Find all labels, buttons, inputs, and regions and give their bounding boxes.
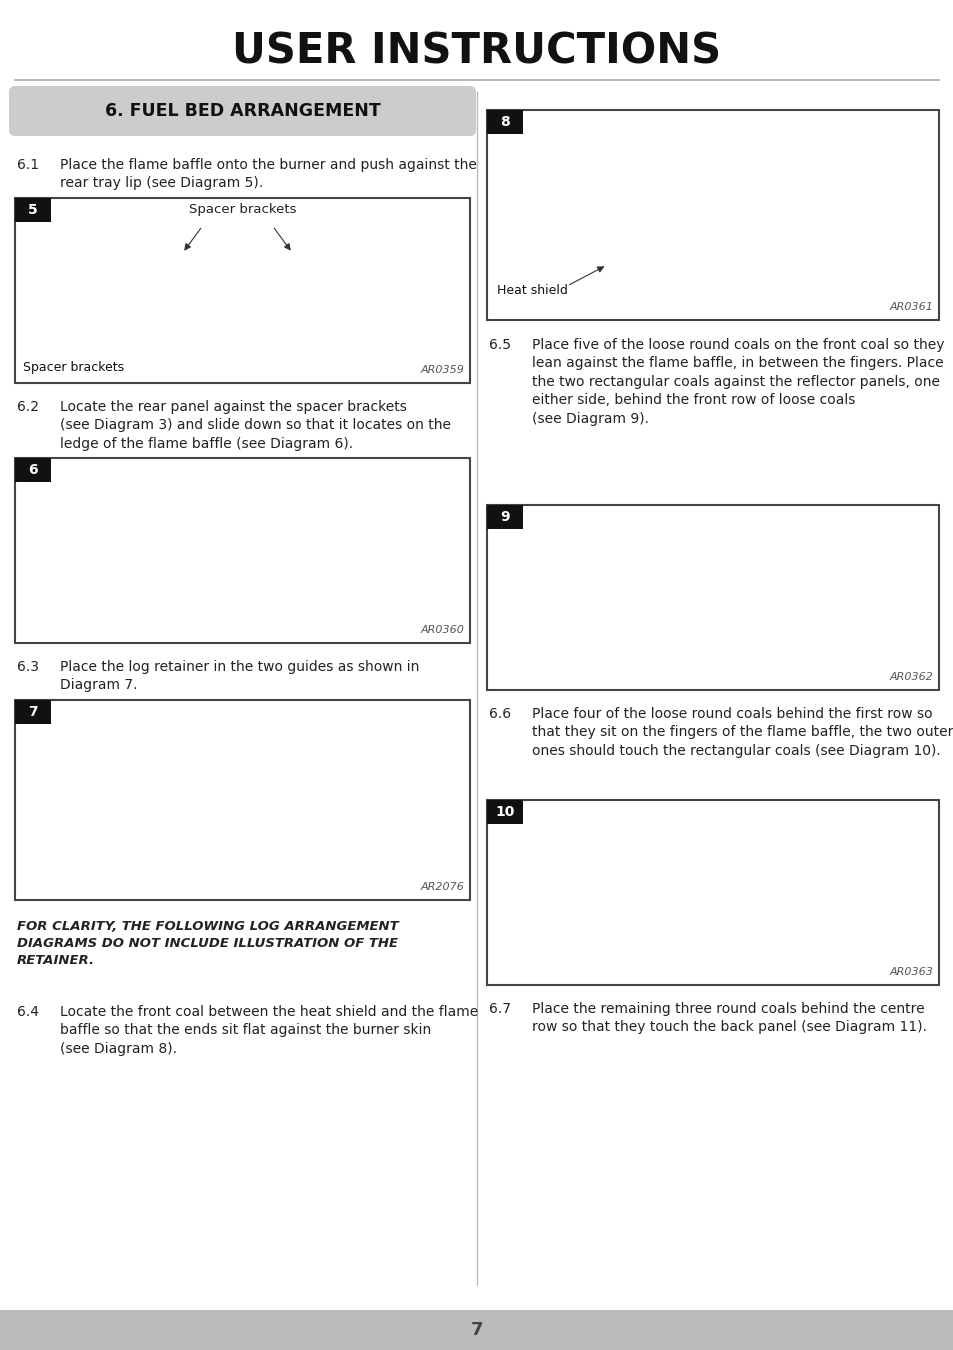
Bar — [15, 458, 51, 482]
Bar — [486, 505, 522, 529]
Text: Place five of the loose round coals on the front coal so they
lean against the f: Place five of the loose round coals on t… — [532, 338, 943, 425]
Bar — [486, 109, 522, 134]
Text: Locate the rear panel against the spacer brackets
(see Diagram 3) and slide down: Locate the rear panel against the spacer… — [60, 400, 451, 451]
Bar — [0, 1310, 953, 1350]
Text: Place four of the loose round coals behind the first row so
that they sit on the: Place four of the loose round coals behi… — [532, 707, 952, 757]
Text: FOR CLARITY, THE FOLLOWING LOG ARRANGEMENT
DIAGRAMS DO NOT INCLUDE ILLUSTRATION : FOR CLARITY, THE FOLLOWING LOG ARRANGEME… — [17, 919, 398, 967]
Text: AR2076: AR2076 — [419, 882, 463, 892]
Text: 9: 9 — [499, 510, 509, 524]
Text: 10: 10 — [495, 805, 515, 819]
Text: 6.2: 6.2 — [17, 400, 39, 414]
Text: 7: 7 — [29, 705, 38, 720]
Text: AR0363: AR0363 — [888, 967, 932, 977]
Bar — [15, 701, 51, 724]
Bar — [15, 198, 470, 383]
Text: Place the remaining three round coals behind the centre
row so that they touch t: Place the remaining three round coals be… — [532, 1002, 926, 1034]
Text: 6.6: 6.6 — [489, 707, 511, 721]
Bar — [15, 701, 470, 900]
FancyBboxPatch shape — [9, 86, 476, 136]
Text: 5: 5 — [28, 202, 38, 217]
Text: Heat shield: Heat shield — [497, 284, 567, 297]
Text: AR0361: AR0361 — [888, 302, 932, 312]
Text: 6: 6 — [29, 463, 38, 477]
Bar — [15, 198, 51, 221]
Text: 6.5: 6.5 — [489, 338, 511, 352]
Text: 7: 7 — [470, 1322, 483, 1339]
Text: 6.4: 6.4 — [17, 1004, 39, 1019]
Text: Spacer brackets: Spacer brackets — [189, 204, 296, 216]
Text: 6.3: 6.3 — [17, 660, 39, 674]
Text: 6.7: 6.7 — [489, 1002, 511, 1017]
Text: Locate the front coal between the heat shield and the flame
baffle so that the e: Locate the front coal between the heat s… — [60, 1004, 477, 1056]
Bar — [486, 109, 938, 320]
Text: AR0362: AR0362 — [888, 672, 932, 682]
Bar — [15, 458, 470, 643]
Text: AR0360: AR0360 — [419, 625, 463, 634]
Bar — [486, 801, 938, 986]
Text: 6.1: 6.1 — [17, 158, 39, 171]
Text: AR0359: AR0359 — [419, 364, 463, 375]
Text: USER INSTRUCTIONS: USER INSTRUCTIONS — [233, 31, 720, 73]
Bar — [486, 801, 522, 824]
Text: Place the flame baffle onto the burner and push against the
rear tray lip (see D: Place the flame baffle onto the burner a… — [60, 158, 476, 190]
Text: 8: 8 — [499, 115, 509, 130]
Text: Place the log retainer in the two guides as shown in
Diagram 7.: Place the log retainer in the two guides… — [60, 660, 419, 693]
Bar — [486, 505, 938, 690]
Text: Spacer brackets: Spacer brackets — [23, 362, 124, 374]
Text: 6. FUEL BED ARRANGEMENT: 6. FUEL BED ARRANGEMENT — [105, 103, 380, 120]
